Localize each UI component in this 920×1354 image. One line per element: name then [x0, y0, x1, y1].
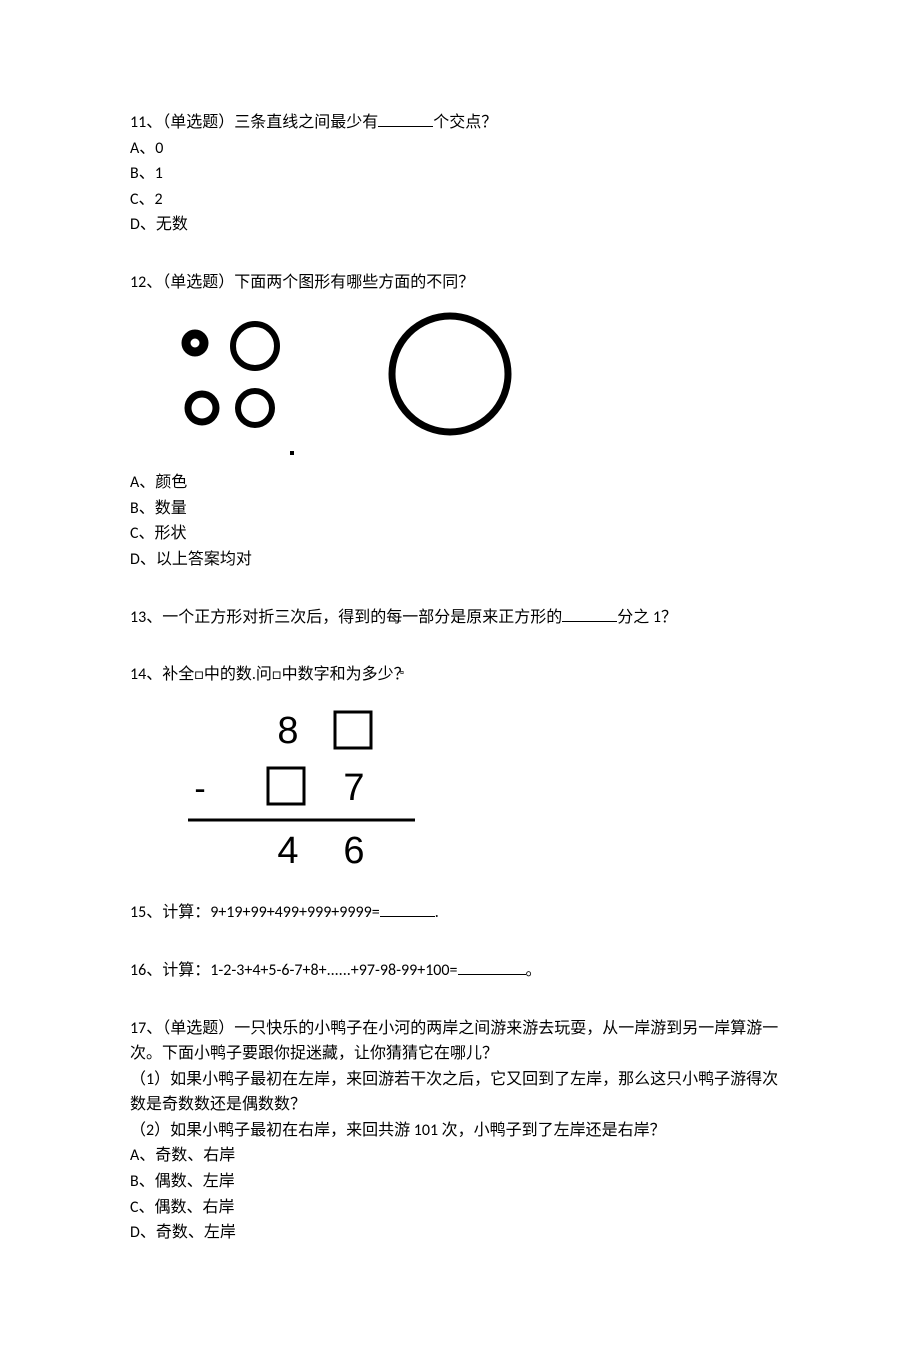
q17-stem: 17、（单选题）一只快乐的小鸭子在小河的两岸之间游来游去玩耍，从一岸游到另一岸算… [130, 1016, 790, 1067]
question-16: 16、计算：1-2-3+4+5-6-7+8+......+97-98-99+10… [130, 958, 790, 984]
q11-opt-b: B、1 [130, 161, 790, 187]
arith-r3c2: 6 [343, 830, 364, 872]
q12-opt-a: A、颜色 [130, 470, 790, 496]
q11-opt-a: A、0 [130, 136, 790, 162]
q11-stem: 11、（单选题）三条直线之间最少有 个交点？ [130, 110, 790, 136]
q17-sub2: （2）如果小鸭子最初在右岸，来回共游 101 次，小鸭子到了左岸还是右岸？ [130, 1118, 790, 1144]
q11-stem-prefix: 11、（单选题）三条直线之间最少有 [130, 113, 378, 132]
question-13: 13、一个正方形对折三次后，得到的每一部分是原来正方形的 分之 1？ [130, 605, 790, 631]
q14-marker: ▫ [400, 664, 404, 682]
q17-opt-c: C、偶数、右岸 [130, 1195, 790, 1221]
q16-stem-suffix: 。 [526, 961, 542, 980]
q15-blank [380, 916, 435, 917]
q12-opt-b: B、数量 [130, 496, 790, 522]
arith-r1c1: 8 [277, 710, 298, 752]
q11-opt-c: C、2 [130, 187, 790, 213]
q17-opt-b: B、偶数、左岸 [130, 1169, 790, 1195]
q12-figure-left [160, 308, 320, 448]
q17-opt-d: D、奇数、左岸 [130, 1220, 790, 1246]
page-content: 11、（单选题）三条直线之间最少有 个交点？ A、0 B、1 C、2 D、无数 1… [0, 0, 920, 1354]
q16-stem: 16、计算：1-2-3+4+5-6-7+8+......+97-98-99+10… [130, 958, 790, 984]
q13-stem-prefix: 13、一个正方形对折三次后，得到的每一部分是原来正方形的 [130, 608, 562, 627]
question-12: 12、（单选题）下面两个图形有哪些方面的不同？ [130, 270, 790, 573]
q15-stem: 15、计算：9+19+99+499+999+9999=. [130, 900, 790, 926]
q12-opt-c: C、形状 [130, 521, 790, 547]
q14-arithmetic: 8 - 7 4 6 [170, 698, 790, 887]
arith-minus: - [194, 770, 205, 808]
q12-figure-right [380, 304, 520, 453]
q12-left-dot [290, 451, 294, 455]
q14-stem: 14、补全□中的数.问□中数字和为多少？ [130, 662, 790, 688]
question-15: 15、计算：9+19+99+499+999+9999=. [130, 900, 790, 926]
q11-opt-d: D、无数 [130, 212, 790, 238]
q12-stem: 12、（单选题）下面两个图形有哪些方面的不同？ [130, 270, 790, 296]
q12-left-svg [160, 308, 320, 448]
question-14: 14、补全□中的数.问□中数字和为多少？ ▫ 8 - 7 4 6 [130, 662, 790, 886]
arith-r2c1-box [268, 768, 304, 804]
q16-stem-prefix: 16、计算：1-2-3+4+5-6-7+8+......+97-98-99+10… [130, 961, 458, 980]
q13-blank [562, 621, 617, 622]
q13-stem: 13、一个正方形对折三次后，得到的每一部分是原来正方形的 分之 1？ [130, 605, 790, 631]
q12-right-svg [380, 304, 520, 444]
q12-figures [160, 304, 790, 453]
q11-blank [378, 126, 433, 127]
arith-r1c2-box [335, 712, 371, 748]
q17-sub1: （1）如果小鸭子最初在左岸，来回游若干次之后，它又回到了左岸，那么这只小鸭子游得… [130, 1067, 790, 1118]
q14-arith-svg: 8 - 7 4 6 [170, 698, 430, 878]
arith-r2c2: 7 [343, 767, 364, 809]
arith-r3c1: 4 [277, 830, 298, 872]
question-17: 17、（单选题）一只快乐的小鸭子在小河的两岸之间游来游去玩耍，从一岸游到另一岸算… [130, 1016, 790, 1246]
question-11: 11、（单选题）三条直线之间最少有 个交点？ A、0 B、1 C、2 D、无数 [130, 110, 790, 238]
q16-blank [458, 974, 526, 975]
q17-opt-a: A、奇数、右岸 [130, 1143, 790, 1169]
q15-stem-suffix: . [435, 903, 439, 922]
q15-stem-prefix: 15、计算：9+19+99+499+999+9999= [130, 903, 380, 922]
q12-opt-d: D、以上答案均对 [130, 547, 790, 573]
q13-stem-suffix: 分之 1？ [617, 608, 677, 627]
q11-stem-suffix: 个交点？ [433, 113, 497, 132]
